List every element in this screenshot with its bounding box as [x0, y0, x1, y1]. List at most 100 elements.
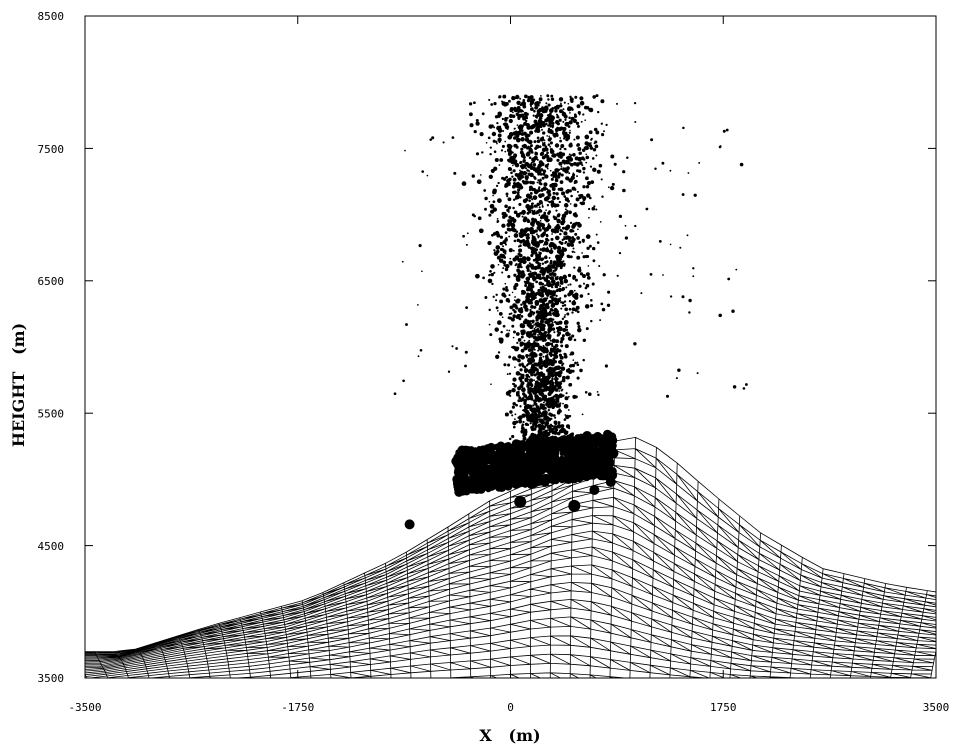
plume-particle	[532, 195, 538, 200]
plume-particle	[578, 194, 581, 197]
vent-particle	[492, 477, 503, 488]
plume-particle	[549, 339, 552, 342]
plume-particle	[522, 116, 527, 121]
plume-particle	[567, 292, 571, 297]
plume-particle	[499, 158, 504, 162]
outlier-particle	[592, 147, 597, 152]
plume-particle	[514, 296, 517, 298]
plume-particle	[539, 319, 545, 324]
plume-particle	[544, 354, 549, 359]
plume-particle	[524, 308, 527, 311]
plume-particle	[520, 113, 524, 116]
plume-particle	[552, 215, 555, 218]
plume-particle	[551, 338, 557, 344]
outlier-particle	[731, 309, 735, 313]
plume-particle	[548, 352, 552, 356]
plume-particle	[564, 396, 569, 401]
outlier-particle	[600, 178, 603, 181]
plume-particle	[483, 189, 487, 192]
plume-particle	[590, 180, 595, 185]
plume-particle	[530, 186, 533, 189]
plume-particle	[477, 216, 482, 221]
plume-particle	[544, 147, 549, 152]
plume-particle	[501, 316, 504, 319]
vent-particle	[576, 449, 586, 459]
plume-particle	[588, 196, 592, 200]
plume-particle	[513, 156, 517, 159]
plume-particle	[584, 176, 589, 181]
plume-particle	[548, 249, 554, 255]
plume-particle	[511, 291, 514, 294]
plume-particle	[570, 116, 575, 121]
plume-particle	[543, 211, 547, 215]
plume-particle	[527, 417, 530, 420]
plume-particle	[508, 260, 513, 265]
plume-particle	[536, 322, 539, 325]
plume-particle	[552, 153, 557, 158]
plume-particle	[559, 281, 564, 285]
plume-particle	[515, 315, 520, 320]
plume-particle	[544, 279, 547, 282]
plume-particle	[526, 125, 532, 130]
plume-particle	[540, 95, 542, 97]
plume-particle	[571, 311, 574, 314]
vent-particle	[563, 454, 574, 465]
plume-particle	[512, 198, 516, 201]
plume-particle	[544, 360, 549, 365]
plume-particle	[492, 139, 496, 143]
plume-particle	[558, 221, 561, 224]
plume-particle	[555, 321, 559, 326]
y-tick-label-5: 8500	[38, 10, 65, 23]
outlier-particle	[451, 345, 454, 348]
plume-particle	[504, 282, 507, 285]
plume-particle	[570, 162, 574, 167]
plume-particle	[517, 245, 520, 248]
plume-particle	[536, 181, 539, 184]
plume-particle	[542, 401, 545, 404]
plume-particle	[555, 289, 559, 293]
plume-particle	[541, 204, 544, 207]
plume-particle	[552, 414, 556, 417]
plume-particle	[558, 349, 562, 353]
plume-particle	[527, 134, 531, 137]
plume-particle	[557, 213, 561, 217]
wireframe-mesh	[85, 436, 936, 678]
plume-particle	[540, 419, 545, 425]
plume-particle	[539, 293, 545, 298]
plume-particle	[568, 172, 571, 175]
plume-particle	[559, 285, 562, 288]
outlier-particle	[618, 251, 622, 255]
plume-particle	[559, 155, 563, 159]
vent-particle	[540, 462, 549, 471]
plume-particle	[556, 281, 560, 284]
plume-particle	[527, 312, 533, 318]
plume-particle	[584, 134, 590, 140]
plume-particle	[542, 337, 545, 340]
plume-particle	[559, 147, 562, 151]
vent-particle	[530, 444, 540, 454]
plume-particle	[520, 273, 523, 276]
plume-particle	[541, 282, 543, 285]
plume-particle	[518, 419, 523, 424]
y-tick-label-3: 6500	[38, 275, 65, 288]
plume-particle	[557, 386, 561, 390]
plume-particle	[549, 183, 554, 188]
plume-particle	[547, 98, 550, 101]
plume-particle	[509, 257, 512, 260]
plume-particle	[516, 191, 520, 195]
plume-particle	[551, 349, 555, 352]
plume-particle	[533, 416, 538, 422]
plume-particle	[536, 388, 540, 392]
plume-particle	[546, 270, 550, 274]
plume-particle	[524, 94, 528, 99]
plume-particle	[544, 174, 549, 179]
plume-particle	[533, 109, 536, 113]
plume-particle	[521, 273, 525, 277]
plume-particle	[519, 160, 523, 164]
outlier-particle	[599, 319, 602, 322]
plume-particle	[550, 173, 554, 177]
vent-particle	[512, 462, 521, 471]
vent-particle	[571, 465, 580, 474]
plume-particle	[534, 102, 539, 107]
plume-particle	[549, 295, 553, 299]
